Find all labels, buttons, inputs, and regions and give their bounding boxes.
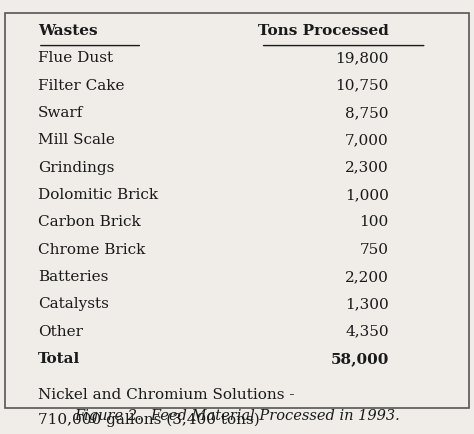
Text: 19,800: 19,800 xyxy=(335,51,389,65)
Text: Flue Dust: Flue Dust xyxy=(38,51,113,65)
Text: 750: 750 xyxy=(360,243,389,256)
Text: Dolomitic Brick: Dolomitic Brick xyxy=(38,188,158,202)
Text: 2,300: 2,300 xyxy=(345,161,389,174)
Text: 8,750: 8,750 xyxy=(345,106,389,120)
Text: Total: Total xyxy=(38,352,80,366)
Text: Grindings: Grindings xyxy=(38,161,114,174)
Text: Figure 2.  Feed Material Processed in 1993.: Figure 2. Feed Material Processed in 199… xyxy=(74,409,400,423)
Text: Swarf: Swarf xyxy=(38,106,83,120)
Text: Carbon Brick: Carbon Brick xyxy=(38,215,141,229)
Text: 1,300: 1,300 xyxy=(345,297,389,311)
Text: 2,200: 2,200 xyxy=(345,270,389,284)
Text: 7,000: 7,000 xyxy=(345,133,389,147)
Text: Nickel and Chromium Solutions -: Nickel and Chromium Solutions - xyxy=(38,388,294,401)
Text: 710,000 gallons (3,400 tons): 710,000 gallons (3,400 tons) xyxy=(38,412,260,427)
Text: Batteries: Batteries xyxy=(38,270,108,284)
Text: Filter Cake: Filter Cake xyxy=(38,79,124,92)
Text: 10,750: 10,750 xyxy=(335,79,389,92)
Text: Other: Other xyxy=(38,325,83,339)
Text: 1,000: 1,000 xyxy=(345,188,389,202)
Text: Wastes: Wastes xyxy=(38,24,98,38)
Text: 4,350: 4,350 xyxy=(345,325,389,339)
FancyBboxPatch shape xyxy=(5,13,469,408)
Text: Mill Scale: Mill Scale xyxy=(38,133,115,147)
Text: Catalysts: Catalysts xyxy=(38,297,109,311)
Text: 100: 100 xyxy=(359,215,389,229)
Text: Tons Processed: Tons Processed xyxy=(258,24,389,38)
Text: 58,000: 58,000 xyxy=(330,352,389,366)
Text: Chrome Brick: Chrome Brick xyxy=(38,243,146,256)
